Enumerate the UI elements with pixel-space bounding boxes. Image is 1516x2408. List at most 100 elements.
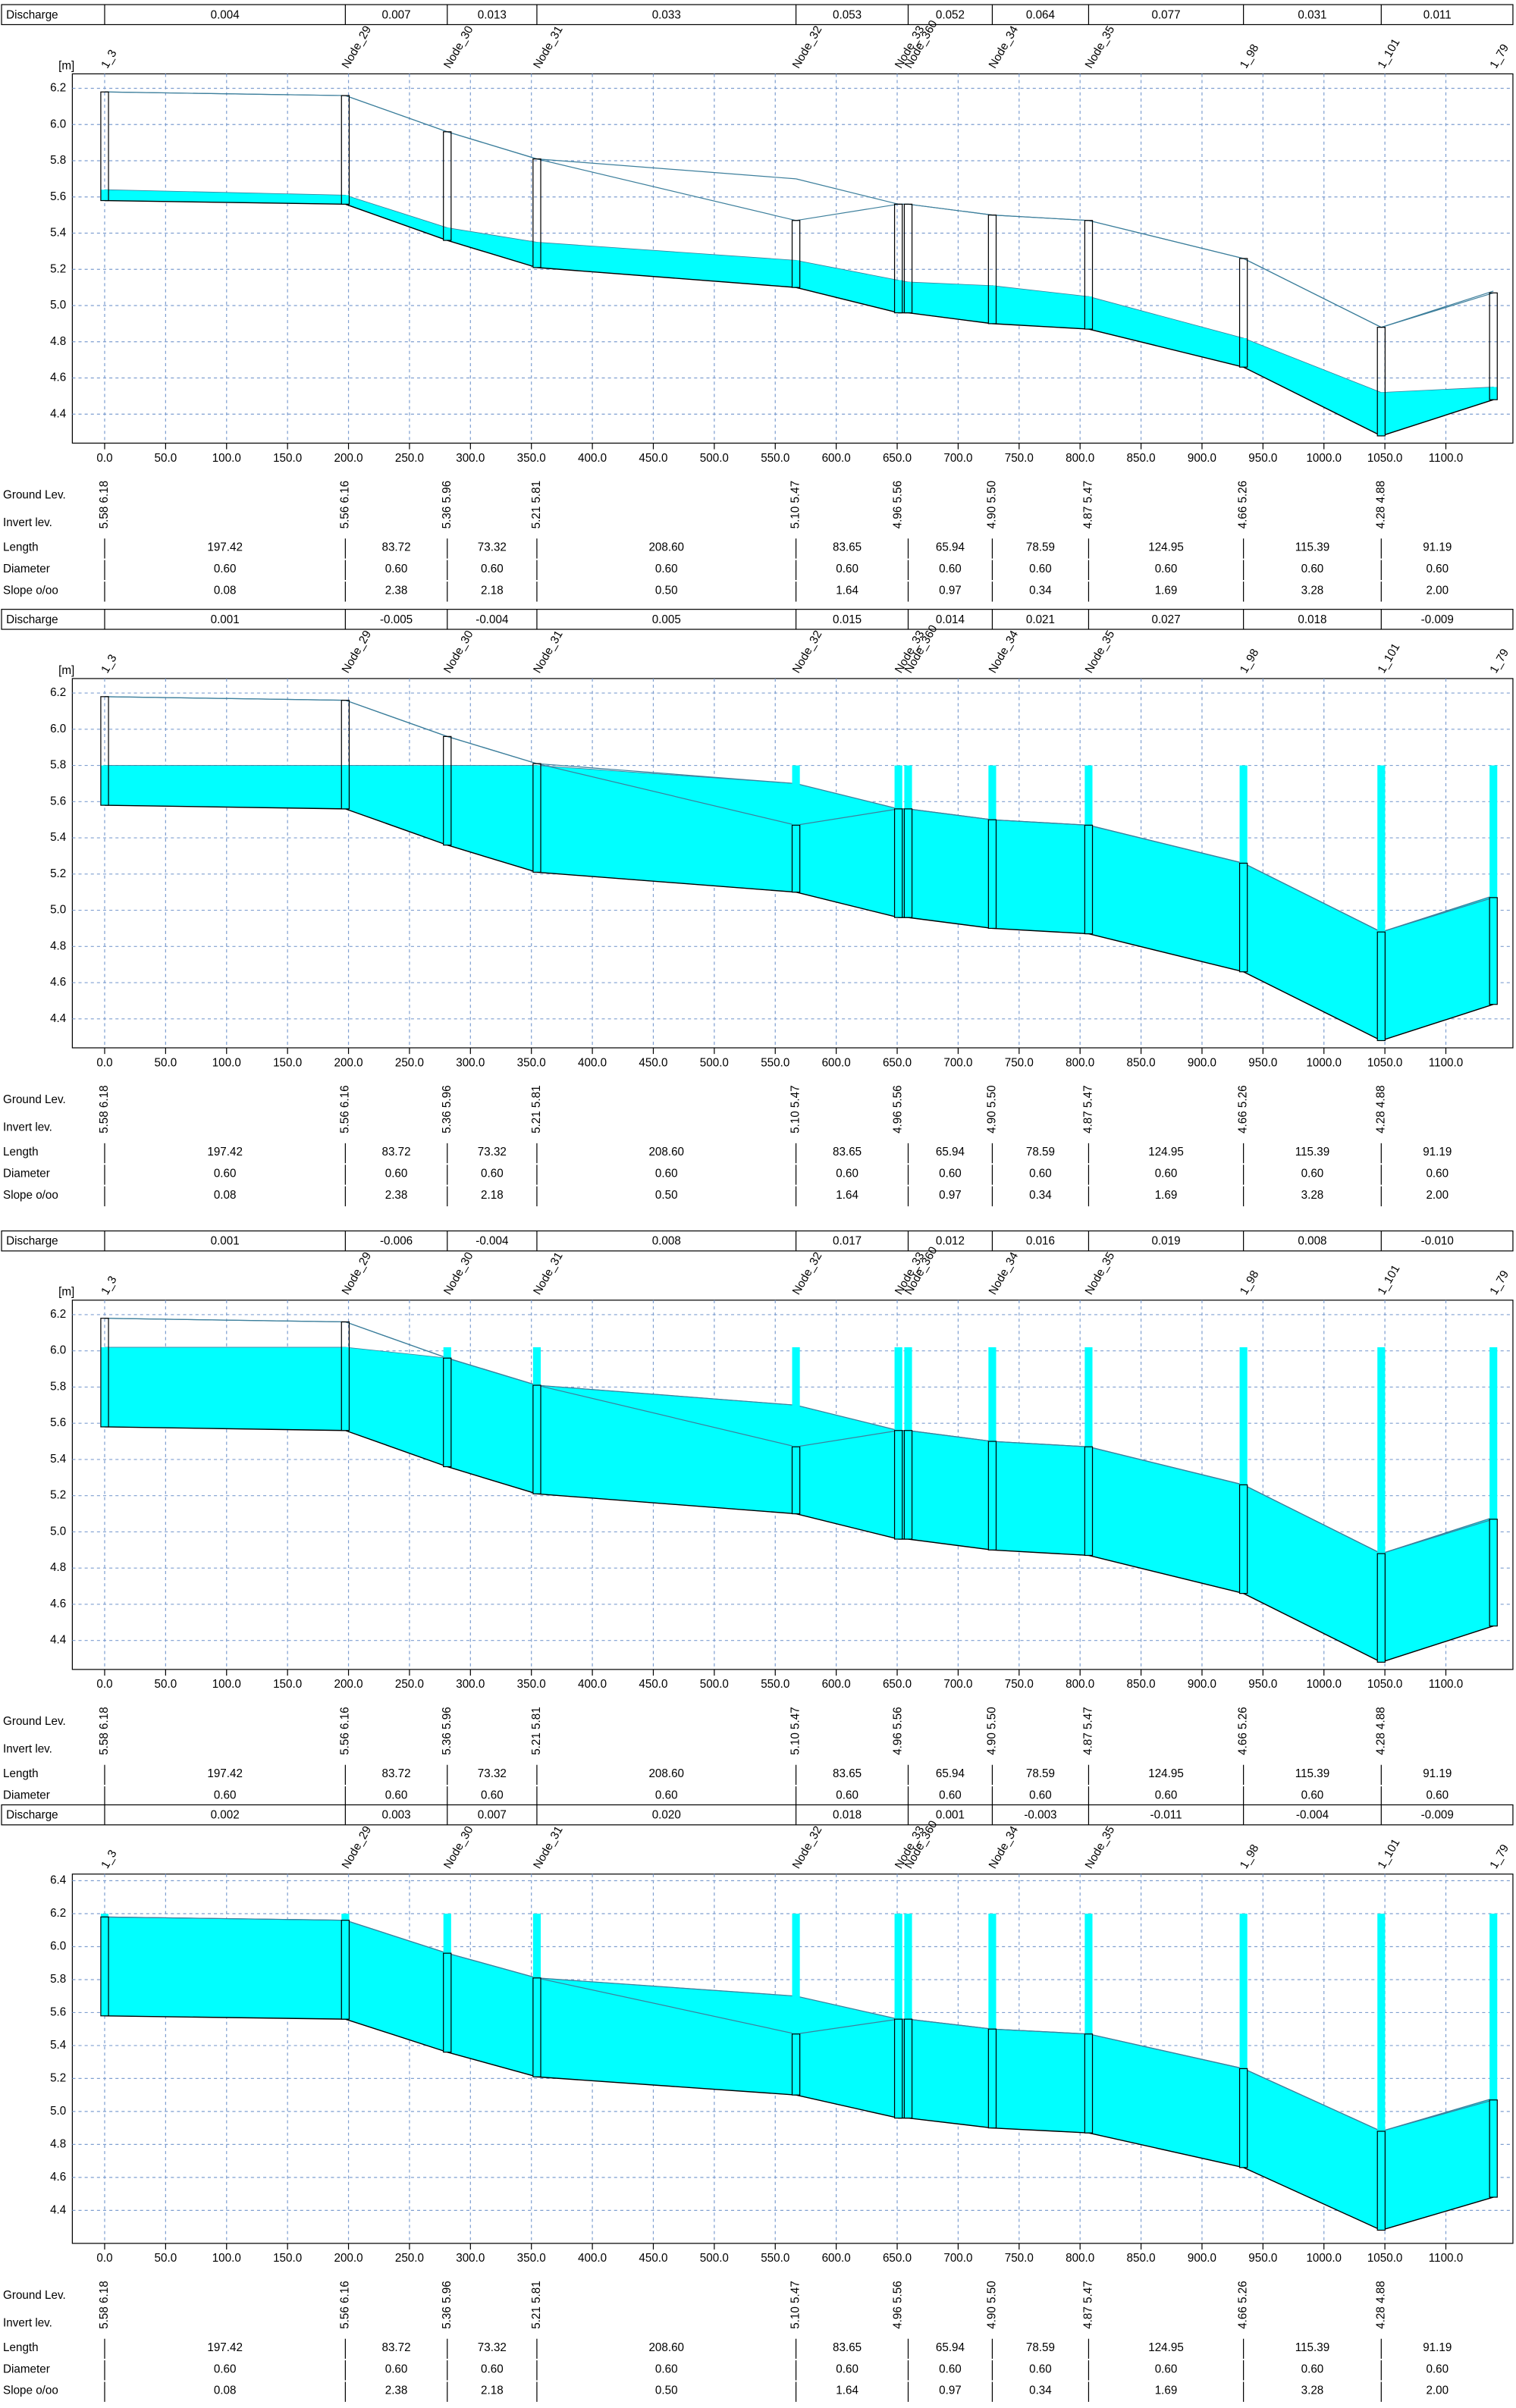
table-value: 0.34 <box>1029 584 1052 597</box>
x-tick-label: 850.0 <box>1127 452 1156 465</box>
manhole-water <box>532 242 541 268</box>
x-tick-label: 1100.0 <box>1429 1678 1463 1691</box>
node-label: 1_79 <box>1487 1268 1511 1297</box>
x-tick-label: 1050.0 <box>1367 1678 1403 1691</box>
level-label: 5.56 6.16 <box>338 1707 351 1754</box>
row-label: Discharge <box>6 8 58 21</box>
pipe-invert <box>908 917 993 930</box>
manhole <box>1489 1519 1498 1627</box>
discharge-value: 0.008 <box>1298 1235 1326 1248</box>
manhole-water <box>1239 765 1248 972</box>
table-value: 2.18 <box>481 1189 504 1202</box>
level-label: 5.58 6.18 <box>98 481 111 528</box>
manhole-water <box>792 765 800 892</box>
pipe-water <box>536 765 796 893</box>
y-tick-label: 6.4 <box>50 1874 67 1887</box>
x-tick-label: 300.0 <box>456 1678 485 1691</box>
manhole-water <box>1084 765 1093 934</box>
y-tick-label: 4.4 <box>50 2203 67 2216</box>
table-value: 91.19 <box>1423 1146 1452 1159</box>
x-tick-label: 950.0 <box>1248 452 1277 465</box>
discharge-value: 0.016 <box>1026 1235 1055 1248</box>
y-tick-label: 4.8 <box>50 2137 66 2150</box>
x-tick-label: 0.0 <box>96 1678 112 1691</box>
level-label: 4.28 4.88 <box>1374 2281 1387 2328</box>
table-value: 2.38 <box>385 1189 408 1202</box>
level-label: 5.58 6.18 <box>98 2281 111 2328</box>
level-label: 5.21 5.81 <box>530 1085 543 1133</box>
table-value: 0.60 <box>1301 1167 1324 1180</box>
manhole <box>893 1430 903 1540</box>
y-tick-label: 5.2 <box>50 2071 66 2084</box>
x-tick-label: 500.0 <box>700 2252 729 2265</box>
row-label: Discharge <box>6 1809 58 1822</box>
discharge-value: 0.011 <box>1423 8 1452 21</box>
table-value: 0.60 <box>1029 2363 1052 2375</box>
x-tick-label: 150.0 <box>273 1678 302 1691</box>
x-tick-label: 450.0 <box>639 2252 667 2265</box>
manhole <box>903 1430 913 1540</box>
discharge-value: -0.011 <box>1150 1809 1182 1822</box>
manhole <box>1376 327 1386 437</box>
discharge-value: 0.020 <box>652 1809 681 1822</box>
table-value: 3.28 <box>1301 584 1324 597</box>
pipe-invert <box>345 2018 447 2053</box>
pipe-invert <box>992 2127 1089 2134</box>
row-label: Discharge <box>6 1235 58 1248</box>
manhole-water <box>1084 296 1093 330</box>
manhole-water <box>100 765 109 806</box>
manhole <box>443 735 452 846</box>
x-tick-label: 900.0 <box>1188 1056 1216 1069</box>
node-label: 1_3 <box>99 1274 119 1297</box>
pipe-crown <box>536 763 796 785</box>
node-label: 1_101 <box>1376 641 1403 676</box>
pipe-invert <box>536 267 796 288</box>
discharge-value: -0.005 <box>380 613 413 626</box>
manhole <box>1084 1446 1094 1557</box>
y-tick-label: 6.0 <box>50 723 66 735</box>
manhole-water <box>443 1347 451 1467</box>
y-tick-label: 5.0 <box>50 904 66 917</box>
x-tick-label: 0.0 <box>96 1056 112 1069</box>
table-value: 65.94 <box>936 2341 965 2354</box>
y-tick-label: 6.2 <box>50 1907 66 1920</box>
manhole <box>443 1952 452 2053</box>
manhole <box>341 1920 350 2020</box>
table-value: 0.60 <box>1301 2363 1324 2375</box>
table-value: 0.60 <box>836 563 858 575</box>
x-tick-label: 850.0 <box>1127 2252 1156 2265</box>
x-tick-label: 100.0 <box>212 2252 241 2265</box>
table-value: 0.60 <box>1155 2363 1178 2375</box>
x-tick-label: 800.0 <box>1066 2252 1094 2265</box>
discharge-value: 0.001 <box>211 1235 240 1248</box>
node-label: Node_34 <box>987 24 1022 71</box>
pipe-invert <box>1381 1625 1494 1663</box>
manhole-water <box>1084 1347 1093 1556</box>
pipe-invert <box>447 2051 538 2077</box>
x-tick-label: 1000.0 <box>1306 1056 1342 1069</box>
discharge-value: 0.077 <box>1151 8 1180 21</box>
x-tick-label: 0.0 <box>96 2252 112 2265</box>
panel: Discharge 0.001 -0.006 -0.004 0.008 0.017 0.01… <box>1 1230 1514 1807</box>
manhole <box>903 203 913 314</box>
manhole <box>893 808 903 918</box>
level-label: 4.66 5.26 <box>1237 481 1250 528</box>
discharge-value: 0.033 <box>652 8 681 21</box>
row-label: Invert lev. <box>3 516 52 529</box>
pipe-invert <box>908 1538 993 1551</box>
level-label: 5.56 6.16 <box>338 2281 351 2328</box>
pipe-invert <box>1381 1004 1494 1042</box>
manhole-water <box>532 1347 541 1494</box>
level-label: 4.87 5.47 <box>1081 1085 1094 1133</box>
x-tick-label: 550.0 <box>761 1678 789 1691</box>
x-tick-label: 350.0 <box>517 452 546 465</box>
table-value: 197.42 <box>207 1767 243 1780</box>
manhole-water <box>988 1913 997 2128</box>
x-tick-label: 200.0 <box>334 2252 363 2265</box>
x-tick-label: 950.0 <box>1248 2252 1277 2265</box>
x-tick-label: 1100.0 <box>1429 1056 1463 1069</box>
table-value: 1.64 <box>836 1189 858 1202</box>
x-tick-label: 750.0 <box>1005 1056 1034 1069</box>
x-tick-label: 1050.0 <box>1367 452 1403 465</box>
table-value: 83.65 <box>833 541 862 553</box>
